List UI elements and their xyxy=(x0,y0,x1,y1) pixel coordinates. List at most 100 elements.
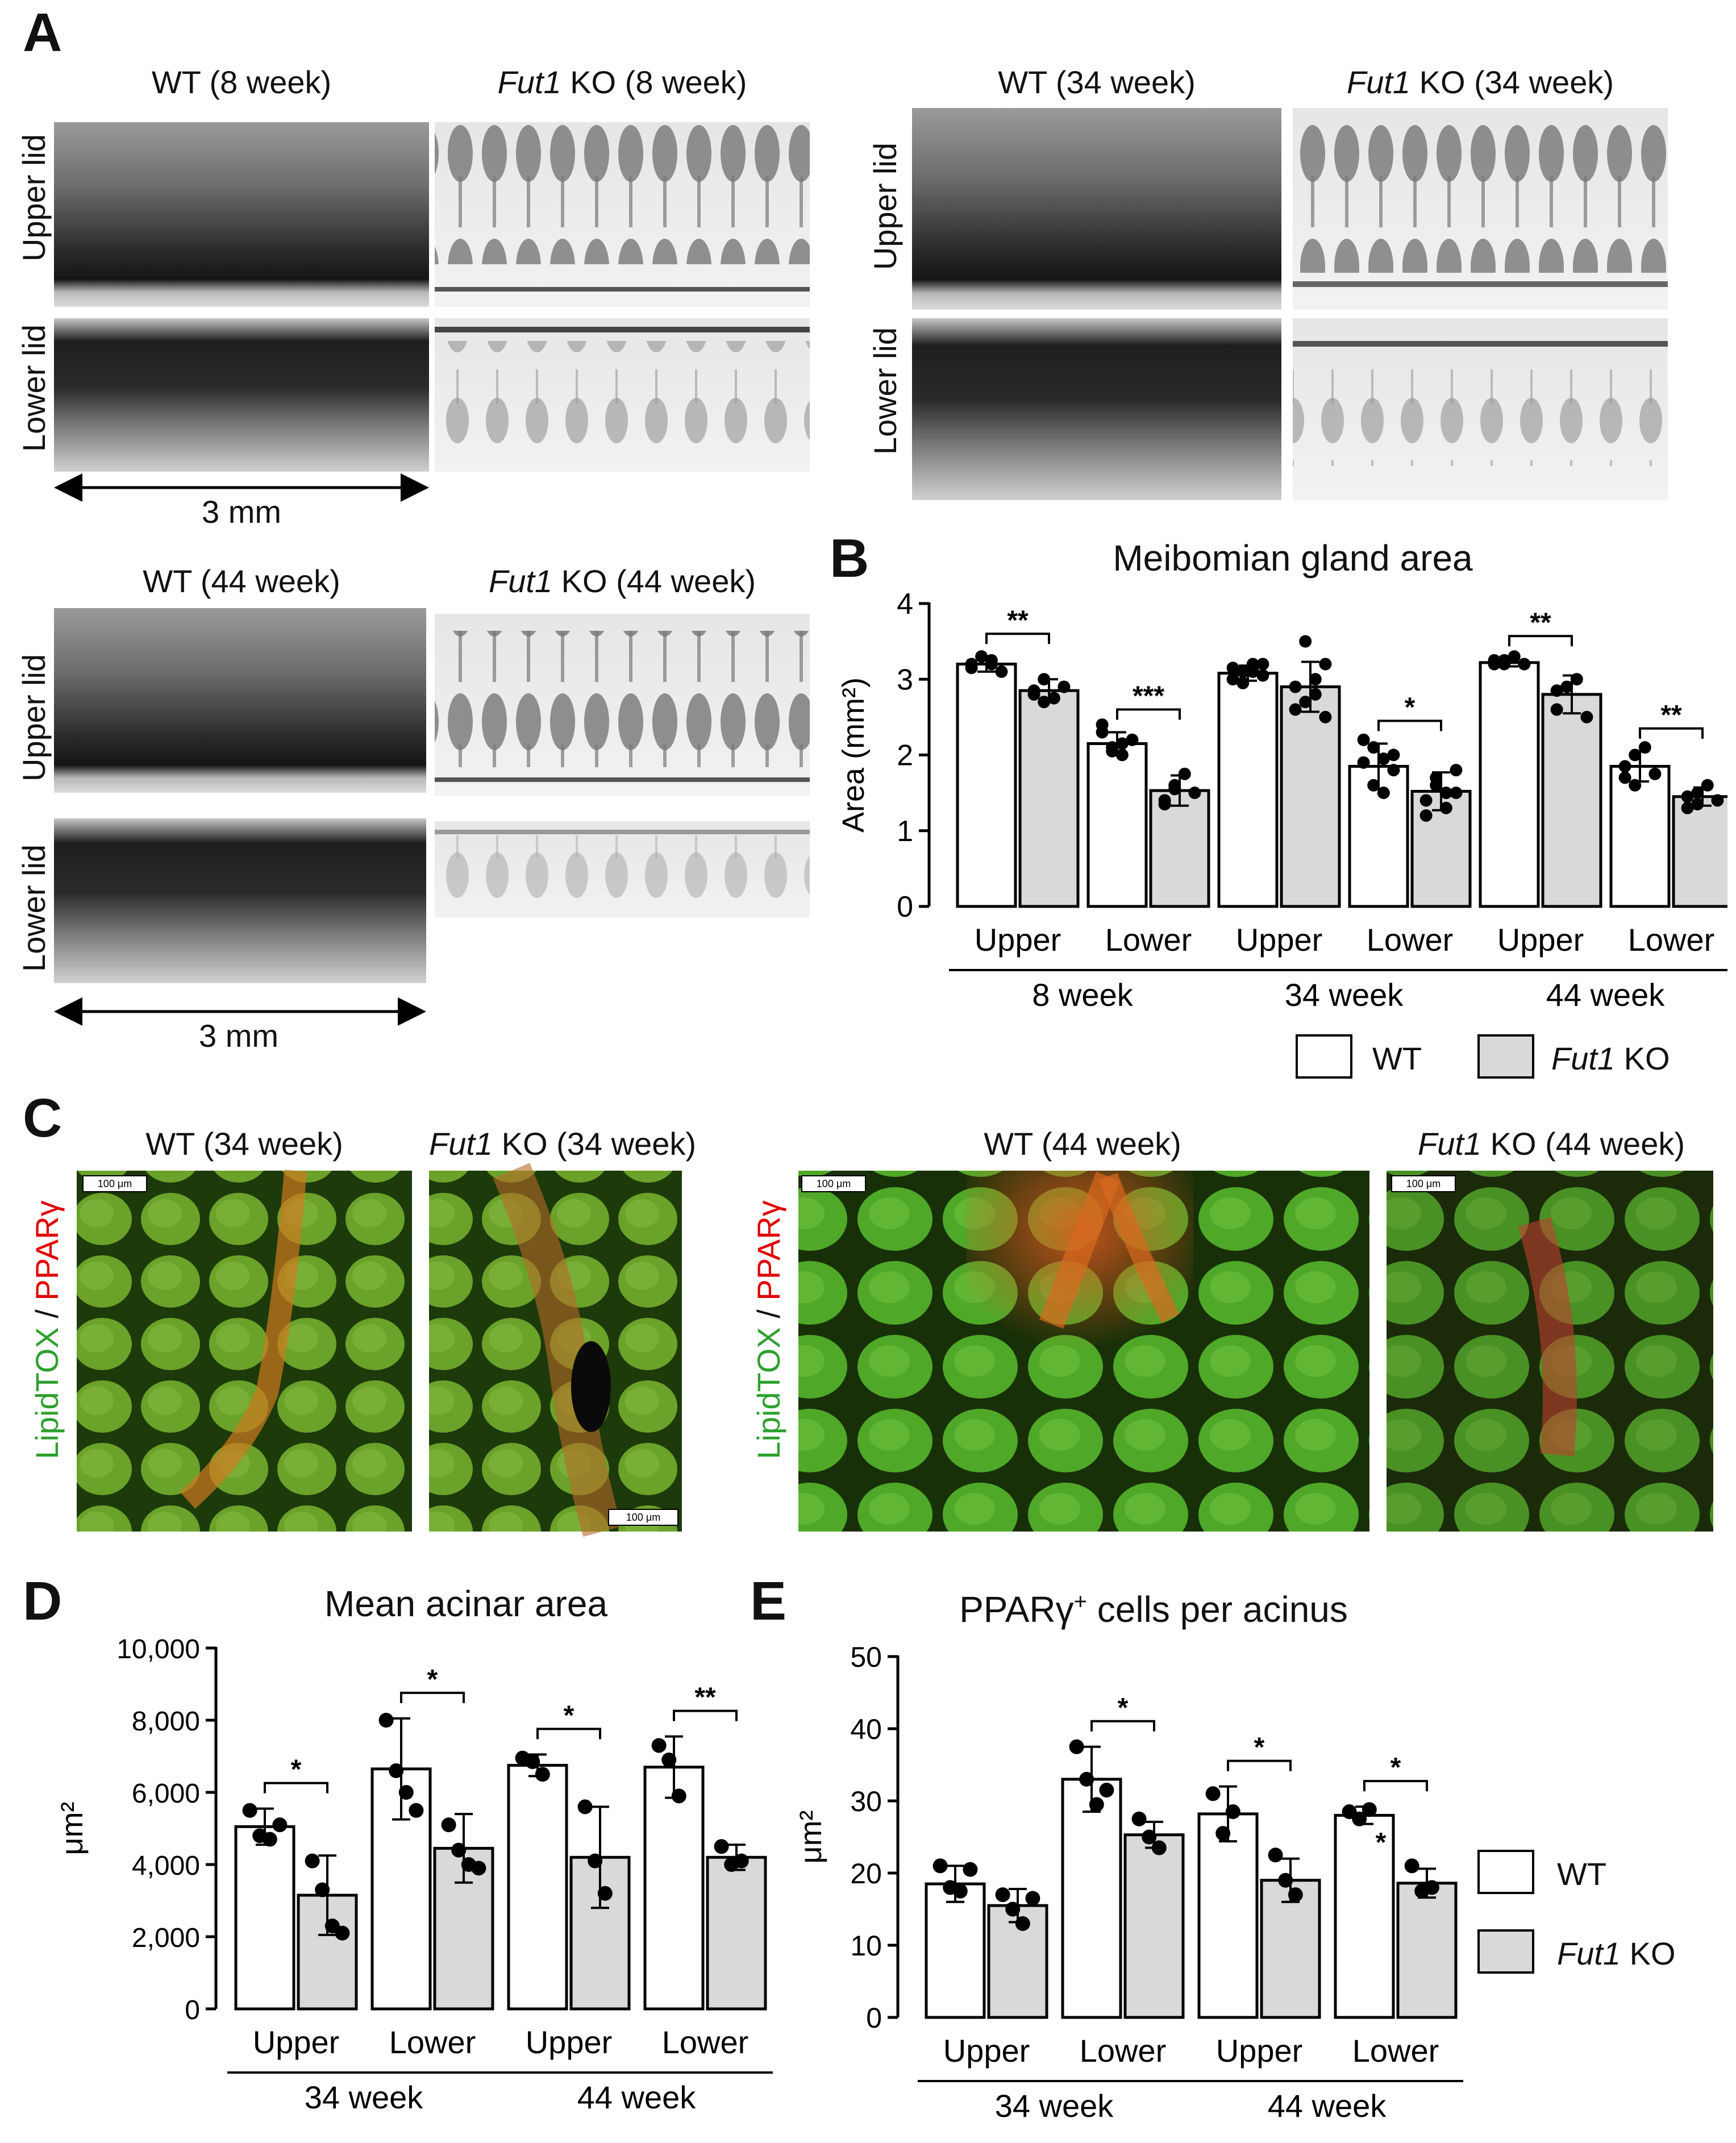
fluorescence-images xyxy=(77,1163,1713,1537)
significance-bracket xyxy=(1508,635,1573,647)
data-point xyxy=(1367,741,1380,754)
y-tick-label: 2 xyxy=(897,739,913,772)
data-point xyxy=(242,1803,257,1818)
data-point xyxy=(1047,692,1060,705)
data-point xyxy=(1131,1811,1147,1826)
legend-b-wt-label: WT xyxy=(1372,1041,1422,1076)
title-wt-34week: WT (34 week) xyxy=(998,64,1196,100)
data-point xyxy=(985,658,998,671)
data-point xyxy=(1309,673,1322,686)
title-c-wt-44week: WT (44 week) xyxy=(984,1126,1181,1162)
legend-e-wt-label: WT xyxy=(1557,1856,1607,1892)
significance-stars: * xyxy=(1118,1693,1129,1723)
bar xyxy=(706,1855,767,2011)
data-point xyxy=(1151,1840,1167,1855)
data-point xyxy=(1618,771,1631,784)
x-subgroup-label: Lower xyxy=(389,2024,476,2060)
legend-e-wt-swatch xyxy=(1477,1850,1534,1894)
bar xyxy=(507,1763,568,2011)
data-point xyxy=(995,1887,1010,1903)
significance-stars: ** xyxy=(1007,605,1029,635)
significance-bracket xyxy=(1363,1780,1428,1792)
x-group-label: 34 week xyxy=(1285,977,1404,1013)
data-point xyxy=(1629,779,1642,792)
data-point xyxy=(451,1842,467,1858)
x-subgroup-label: Upper xyxy=(1216,2033,1303,2069)
title-rest: cells per acinus xyxy=(1087,1589,1348,1630)
y-axis-label: μm² xyxy=(794,1810,828,1863)
title-main: PPARγ xyxy=(959,1589,1074,1630)
x-subgroup-label: Lower xyxy=(1628,922,1715,958)
y-tick-label: 50 xyxy=(850,1641,882,1673)
y-tick-label: 20 xyxy=(850,1858,882,1890)
data-point xyxy=(1319,710,1332,723)
ko-label: KO (34 week) xyxy=(493,1126,696,1162)
panel-letter-a: A xyxy=(23,2,63,63)
significance-bracket xyxy=(536,1728,601,1740)
data-point xyxy=(335,1925,350,1941)
data-point xyxy=(1038,696,1051,709)
y-tick-label: 0 xyxy=(897,891,913,923)
ko-label: KO xyxy=(1615,1041,1670,1076)
data-point xyxy=(1550,684,1563,697)
x-subgroup-label: Lower xyxy=(1080,2033,1167,2069)
panel-letter-b: B xyxy=(830,528,869,589)
data-point xyxy=(597,1886,613,1901)
data-point xyxy=(1115,748,1129,762)
y-tick-label: 4 xyxy=(897,588,913,621)
significance-bracket xyxy=(1227,1759,1292,1771)
x-group-label: 44 week xyxy=(577,2079,697,2115)
scale-bar: 100 μm xyxy=(608,1509,678,1526)
data-point xyxy=(525,1754,540,1770)
data-point xyxy=(1419,794,1433,807)
bar xyxy=(1479,661,1540,908)
data-point xyxy=(1711,794,1724,807)
data-point xyxy=(1289,680,1302,693)
data-point xyxy=(1439,801,1452,814)
title-c-wt-34week: WT (34 week) xyxy=(145,1126,343,1162)
title-ko-34week: Fut1 KO (34 week) xyxy=(1293,64,1668,101)
significance-bracket xyxy=(1377,719,1442,731)
y-tick-label: 3 xyxy=(897,663,913,696)
data-point xyxy=(1550,703,1563,716)
data-point xyxy=(1450,764,1463,777)
title-c-ko-44week: Fut1 KO (44 week) xyxy=(1387,1125,1716,1162)
data-point xyxy=(734,1853,749,1869)
data-point xyxy=(262,1832,277,1847)
x-group-label: 34 week xyxy=(995,2088,1114,2124)
data-point xyxy=(1126,733,1139,746)
data-point xyxy=(1299,635,1312,648)
data-point xyxy=(1188,787,1201,800)
chart-e-title: PPARγ+ cells per acinus xyxy=(909,1588,1398,1630)
bar xyxy=(234,1825,295,2011)
panel-letter-c: C xyxy=(23,1088,63,1149)
bar xyxy=(1018,689,1080,908)
x-subgroup-label: Upper xyxy=(975,922,1061,958)
significance-stars: * xyxy=(291,1755,302,1785)
data-point xyxy=(1246,665,1259,678)
bar xyxy=(643,1766,705,2011)
data-point xyxy=(1289,703,1302,716)
y-axis-label: Area (mm²) xyxy=(836,677,871,833)
y-tick-label: 1 xyxy=(897,815,913,848)
y-tick-label: 4,000 xyxy=(132,1851,200,1881)
data-point xyxy=(1560,680,1573,693)
significance-bracket xyxy=(400,1691,465,1703)
data-point xyxy=(1691,798,1704,811)
data-point xyxy=(1106,744,1119,758)
data-point xyxy=(1387,764,1400,777)
significance-stars: ** xyxy=(694,1683,716,1713)
chart-e: 0 10 20 30 40 50 μm² Upper * Lower 34 week * Upper * L… xyxy=(794,1641,1463,2124)
x-group-label: 8 week xyxy=(1032,977,1133,1013)
data-point xyxy=(1377,787,1390,800)
data-point xyxy=(398,1785,414,1800)
panel-letter-d: D xyxy=(23,1571,63,1632)
data-point xyxy=(1648,767,1662,780)
data-point xyxy=(1288,1887,1303,1903)
data-point xyxy=(1096,718,1109,731)
x-subgroup-label: Lower xyxy=(662,2024,749,2060)
significance-stars: * xyxy=(564,1700,574,1730)
data-point xyxy=(1629,748,1642,762)
x-subgroup-label: Lower xyxy=(1105,922,1192,958)
title-ko-8week: Fut1 KO (8 week) xyxy=(435,64,810,101)
